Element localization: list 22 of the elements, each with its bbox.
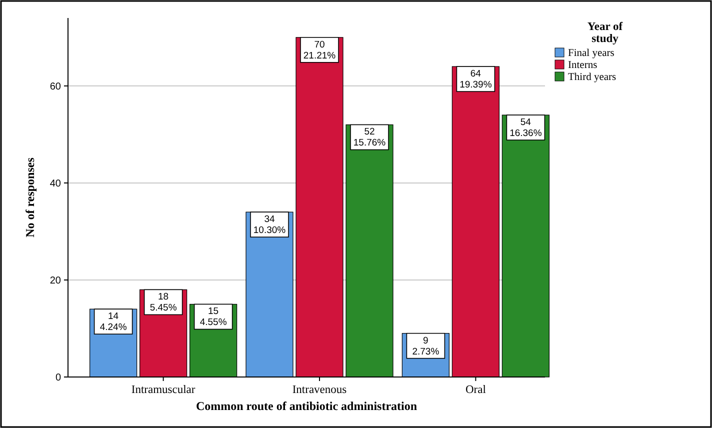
- x-tick-label: Intravenous: [292, 384, 348, 396]
- y-axis-title: No of responses: [23, 157, 37, 238]
- x-tick-label: Intramuscular: [131, 384, 196, 396]
- data-label: 15 4.55%: [200, 306, 228, 328]
- y-tick-label: 0: [55, 372, 62, 384]
- data-label: 52 15.76%: [353, 126, 386, 149]
- data-label: 70 21.21%: [303, 39, 336, 62]
- y-tick-label: 20: [50, 275, 62, 286]
- y-tick-label: 60: [50, 81, 62, 92]
- y-tick-label: 40: [50, 178, 62, 190]
- data-label: 34 10.30%: [253, 214, 286, 236]
- legend-label: Final years: [568, 48, 614, 59]
- data-label: 14 4.24%: [100, 311, 128, 334]
- x-axis-title: Common route of antibiotic administration: [196, 399, 418, 413]
- legend-title: Year of study: [587, 21, 623, 45]
- legend-label: Interns: [568, 60, 598, 71]
- data-label: 18 5.45%: [150, 292, 178, 314]
- legend-label: Third years: [568, 72, 616, 83]
- x-tick-label: Oral: [465, 384, 486, 396]
- data-label: 9 2.73%: [412, 335, 440, 358]
- data-label: 64 19.39%: [460, 68, 492, 91]
- data-label: 54 16.36%: [510, 117, 542, 140]
